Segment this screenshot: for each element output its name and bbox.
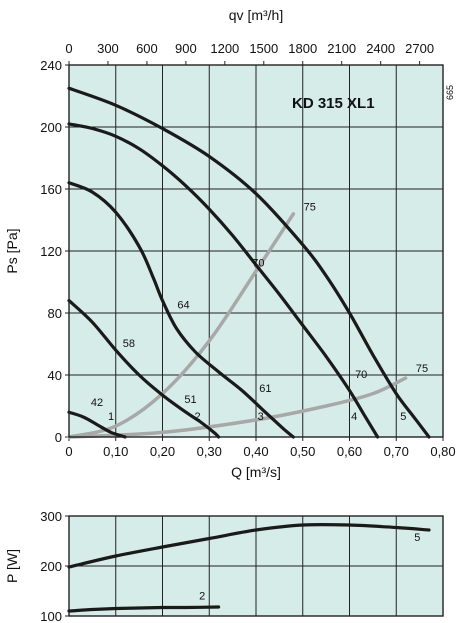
efficiency-label: 75 [416, 363, 428, 375]
efficiency-label: 70 [252, 258, 264, 270]
pressure-curve-labels: 1 2 3 4 5 42 51 61 70 58 64 70 75 75 [91, 202, 428, 423]
chart-title: KD 315 XL1 [292, 95, 375, 112]
efficiency-lines [67, 212, 408, 439]
top-tick-label: 2400 [366, 41, 395, 56]
top-tick-label: 2100 [327, 41, 356, 56]
x-tick-label: 0,10 [103, 444, 128, 459]
y-tick-label: 200 [40, 120, 62, 135]
efficiency-label: 64 [177, 299, 189, 311]
x-tick-label: 0,40 [243, 444, 268, 459]
y-tick-label: 80 [48, 306, 62, 321]
power-y-tick-label: 200 [40, 559, 62, 574]
x-tick-label: 0,70 [384, 444, 409, 459]
fan-curve-3 [67, 181, 295, 439]
top-tick-label: 1200 [210, 41, 239, 56]
y-tick-label: 160 [40, 182, 62, 197]
efficiency-label: 70 [355, 369, 367, 381]
curve-label: 5 [400, 411, 406, 423]
x-tick-label: 0,30 [197, 444, 222, 459]
top-axis-ticks: 0 300 600 900 1200 1500 1800 2100 2400 2700 [65, 41, 434, 65]
power-y-tick-label: 300 [40, 509, 62, 524]
power-curve-5 [67, 522, 431, 569]
pressure-curves [67, 86, 431, 439]
curve-label: 1 [108, 411, 114, 423]
x-axis-label: Q [m³/s] [231, 464, 281, 480]
efficiency-line [67, 376, 408, 439]
power-grid [69, 516, 443, 616]
x-tick-label: 0,60 [337, 444, 362, 459]
pressure-plot-frame [68, 64, 444, 438]
power-curve-label: 2 [199, 591, 205, 603]
power-curve-2 [67, 605, 221, 613]
pressure-chart: 0 300 600 900 1200 1500 1800 2100 2400 2700 0 0,10… [4, 7, 456, 480]
top-tick-label: 300 [97, 41, 119, 56]
y-tick-label: 40 [48, 368, 62, 383]
fan-curve-4 [67, 122, 380, 439]
x-tick-label: 0,50 [290, 444, 315, 459]
top-tick-label: 1800 [288, 41, 317, 56]
curve-label: 3 [258, 411, 264, 423]
top-axis-label: qv [m³/h] [229, 7, 283, 23]
chart-code: 665 [445, 85, 455, 100]
curve-label: 4 [351, 411, 357, 423]
top-tick-label: 900 [175, 41, 197, 56]
top-tick-label: 2700 [405, 41, 434, 56]
pressure-grid [69, 65, 443, 437]
x-tick-label: 0 [65, 444, 72, 459]
power-y-axis-label: P [W] [4, 549, 20, 583]
curve-label: 2 [195, 411, 201, 423]
pressure-axis-ticks: 0 40 80 120 160 200 240 [40, 58, 69, 445]
y-tick-label: 120 [40, 244, 62, 259]
efficiency-label: 51 [184, 394, 196, 406]
fan-curve-5 [67, 86, 431, 439]
top-tick-label: 0 [65, 41, 72, 56]
y-axis-label: Ps [Pa] [4, 228, 20, 273]
y-tick-label: 0 [55, 430, 62, 445]
bottom-axis-ticks: 0 0,10 0,20 0,30 0,40 0,50 0,60 0,70 0,80 [65, 437, 456, 459]
efficiency-label: 61 [259, 383, 271, 395]
efficiency-label: 42 [91, 397, 103, 409]
efficiency-line [67, 212, 296, 439]
y-tick-label: 240 [40, 58, 62, 73]
top-tick-label: 600 [136, 41, 158, 56]
power-curve-labels: 52 [199, 532, 420, 603]
power-curve-label: 5 [414, 532, 420, 544]
efficiency-label: 75 [304, 202, 316, 214]
efficiency-label: 58 [123, 338, 135, 350]
power-y-tick-label: 100 [40, 609, 62, 623]
power-plot-frame [68, 515, 444, 617]
power-curves [67, 522, 431, 613]
fan-curve-2 [67, 299, 221, 439]
top-tick-label: 1500 [249, 41, 278, 56]
fan-curve-1 [67, 410, 127, 439]
x-tick-label: 0,20 [150, 444, 175, 459]
x-tick-label: 0,80 [430, 444, 455, 459]
power-axis-ticks: 100 200 300 [40, 509, 69, 623]
